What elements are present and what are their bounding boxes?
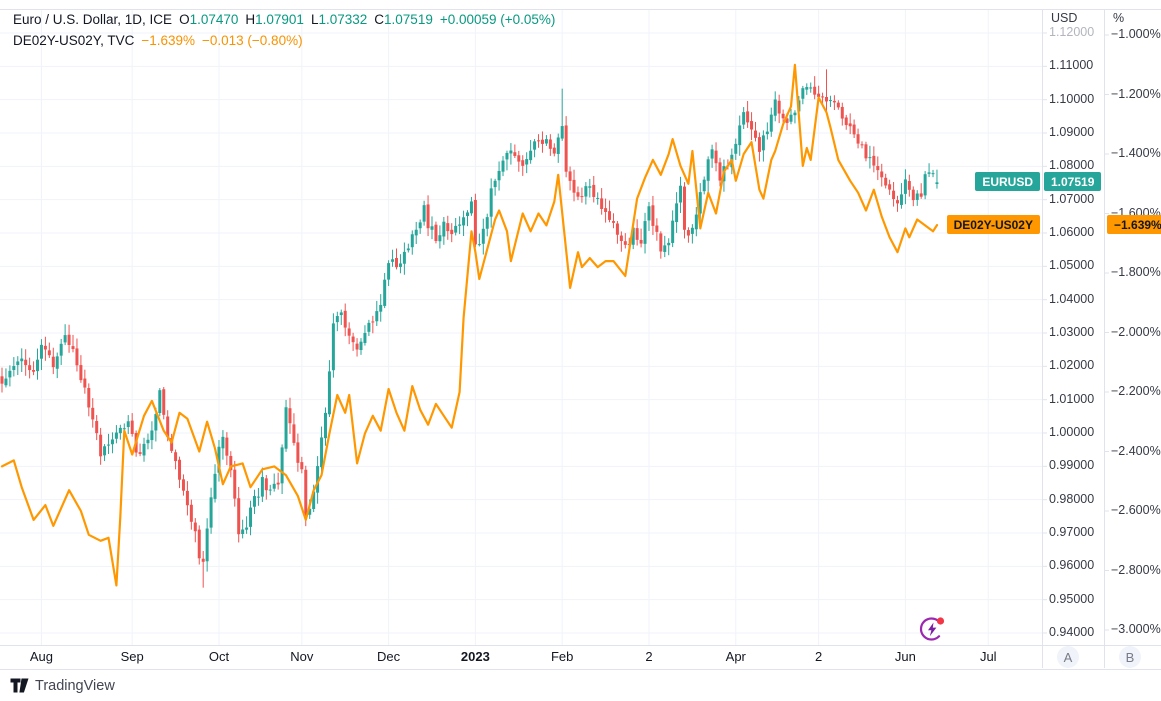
- spread-change: −0.013 (−0.80%): [202, 33, 303, 48]
- lightning-icon: [919, 617, 945, 641]
- spread-value: −1.639%: [141, 33, 195, 48]
- price-axis-currency-header: USD: [1051, 11, 1078, 25]
- time-tick-label: Feb: [550, 649, 574, 664]
- price-tick-label: 1.12000: [1049, 25, 1095, 39]
- time-tick-label: Apr: [725, 649, 746, 664]
- price-tick-label: 0.95000: [1049, 591, 1095, 606]
- time-tick-label: Sep: [120, 649, 144, 664]
- lightning-ideas-button[interactable]: [918, 614, 947, 643]
- percent-scale-mode-button[interactable]: B: [1119, 646, 1141, 668]
- overlay-symbol-title[interactable]: DE02Y-US02Y, TVC: [13, 33, 135, 48]
- close-value: 1.07519: [384, 12, 433, 27]
- low-value: 1.07332: [318, 12, 368, 27]
- price-tick-label: 0.98000: [1049, 491, 1095, 506]
- percent-tick-label: −1.800%: [1111, 265, 1161, 279]
- time-tick-label: Jul: [979, 649, 997, 664]
- time-tick-label: Oct: [208, 649, 230, 664]
- percent-tick-label: −1.200%: [1111, 86, 1161, 101]
- price-tick-label: 1.11000: [1049, 58, 1094, 73]
- notification-dot: [936, 617, 945, 625]
- tradingview-mark-icon: [10, 678, 29, 693]
- time-tick-label: 2: [814, 649, 823, 664]
- price-tick-label: 1.04000: [1049, 291, 1095, 306]
- percent-tick-label: −3.000%: [1111, 622, 1161, 636]
- percent-tick-label: −1.400%: [1111, 146, 1161, 160]
- percent-tick-label: −1.000%: [1111, 27, 1161, 41]
- percent-tick-label: −2.800%: [1111, 562, 1161, 577]
- change-value: +0.00059 (+0.05%): [439, 12, 556, 27]
- price-tick-label: 1.10000: [1049, 91, 1095, 106]
- eurusd-last-price-label: 1.07519: [1044, 172, 1102, 191]
- price-tick-label: 1.07000: [1049, 191, 1095, 206]
- percent-axis-header: %: [1113, 11, 1125, 25]
- time-tick-label: 2023: [460, 649, 490, 664]
- percent-tick-label: −2.000%: [1111, 324, 1161, 339]
- price-tick-label: 1.09000: [1049, 125, 1095, 139]
- price-tick-label: 1.03000: [1049, 325, 1095, 339]
- price-tick-label: 0.97000: [1049, 525, 1095, 539]
- price-tick-label: 0.96000: [1049, 558, 1095, 573]
- ohlc-values: O1.07470 H1.07901 L1.07332 C1.07519: [179, 12, 433, 27]
- time-tick-label: Nov: [290, 649, 314, 664]
- spread-series-label: DE02Y-US02Y: [946, 215, 1040, 234]
- price-tick-label: 1.05000: [1049, 258, 1095, 273]
- price-tick-label: 1.06000: [1049, 225, 1095, 239]
- price-tick-label: 0.94000: [1049, 625, 1095, 639]
- high-value: 1.07901: [255, 12, 304, 27]
- time-tick-label: Aug: [29, 649, 54, 664]
- percent-tick-label: −2.600%: [1111, 503, 1161, 517]
- legend: Euro / U.S. Dollar, 1D, ICE O1.07470 H1.…: [13, 9, 555, 51]
- price-tick-label: 1.08000: [1049, 158, 1095, 173]
- price-tick-label: 1.00000: [1049, 425, 1095, 439]
- price-tick-label: 0.99000: [1049, 458, 1095, 473]
- time-tick-label: 2: [645, 649, 653, 664]
- spread-last-value-label: −1.639%: [1107, 215, 1161, 234]
- time-tick-label: Jun: [894, 649, 916, 664]
- time-tick-label: Dec: [377, 649, 401, 664]
- legend-row-spread[interactable]: DE02Y-US02Y, TVC −1.639% −0.013 (−0.80%): [13, 30, 555, 51]
- price-scale-mode-button[interactable]: A: [1057, 646, 1079, 668]
- open-value: 1.07470: [189, 12, 239, 27]
- tradingview-logo-text: TradingView: [35, 677, 115, 694]
- tradingview-logo[interactable]: TradingView: [10, 677, 115, 694]
- eurusd-series-label: EURUSD: [975, 172, 1040, 191]
- legend-row-eurusd[interactable]: Euro / U.S. Dollar, 1D, ICE O1.07470 H1.…: [13, 9, 555, 30]
- price-tick-label: 1.02000: [1049, 358, 1095, 373]
- price-tick-label: 1.01000: [1049, 391, 1095, 406]
- percent-tick-label: −2.400%: [1111, 443, 1161, 458]
- percent-tick-label: −2.200%: [1111, 384, 1161, 398]
- symbol-title[interactable]: Euro / U.S. Dollar, 1D, ICE: [13, 12, 173, 27]
